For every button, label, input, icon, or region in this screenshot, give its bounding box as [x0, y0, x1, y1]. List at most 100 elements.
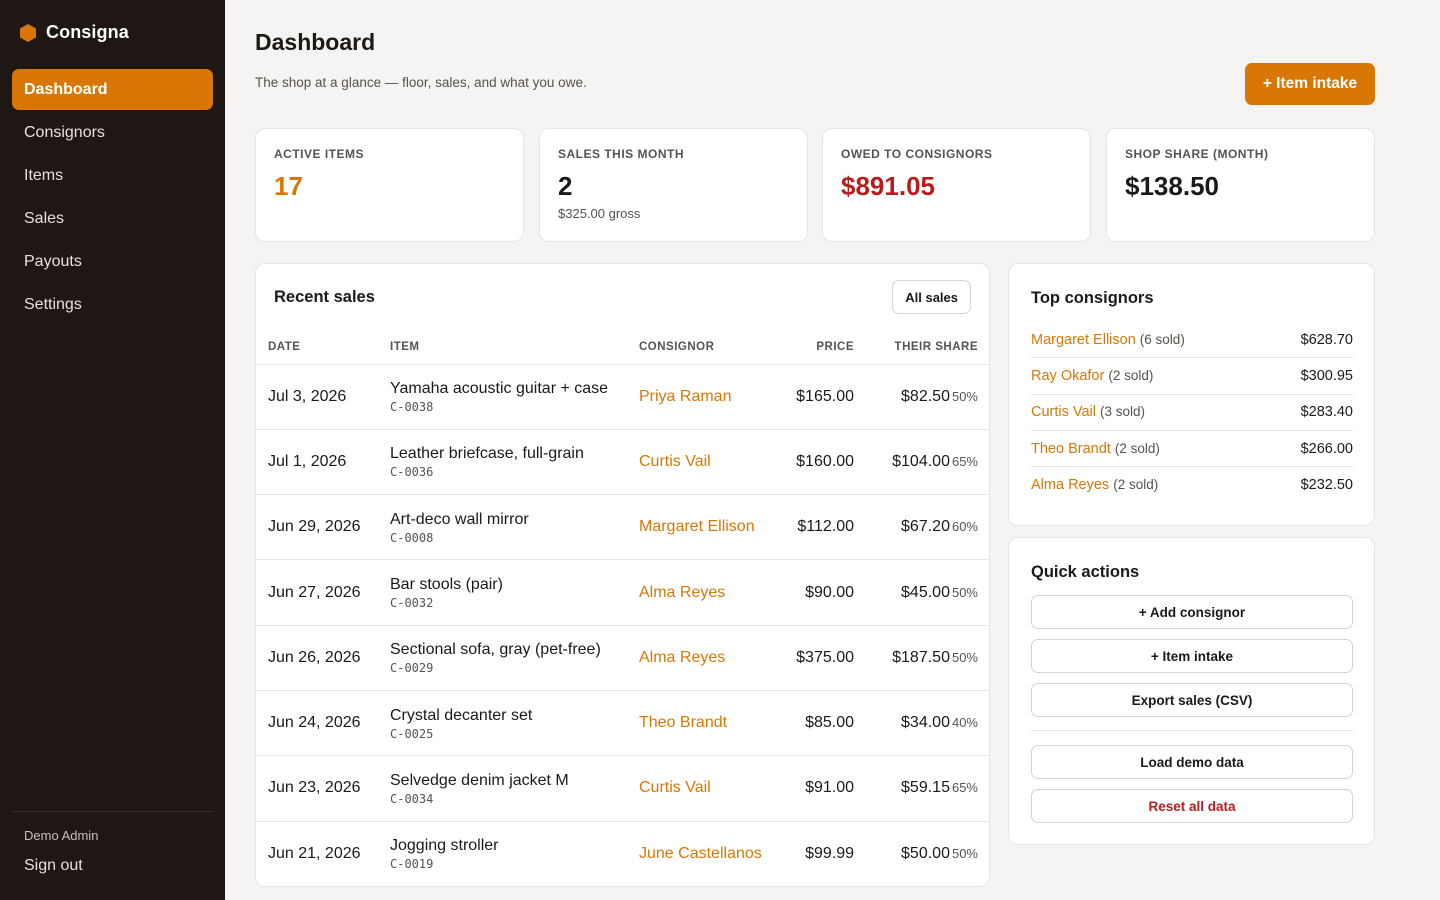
item-sku: C-0036: [390, 465, 434, 480]
sale-item-cell: Yamaha acoustic guitar + case C-0038: [390, 364, 639, 430]
column-header-consignor: Consignor: [639, 330, 772, 365]
export-sales-csv-button[interactable]: Export sales (CSV): [1031, 683, 1353, 717]
table-header-row: Date Item Consignor Price Their share: [256, 330, 989, 365]
sale-price: $90.00: [772, 559, 854, 626]
sidebar: Consigna Dashboard Consignors Items Sale…: [0, 0, 225, 900]
column-header-price: Price: [772, 330, 854, 365]
share-amount: $67.20: [901, 518, 950, 536]
sidebar-item-consignors[interactable]: Consignors: [24, 123, 105, 141]
item-intake-button[interactable]: + Item intake: [1245, 63, 1375, 105]
top-consignor-name[interactable]: Ray Okafor: [1031, 367, 1105, 384]
sale-price: $160.00: [772, 429, 854, 496]
top-consignor-name[interactable]: Alma Reyes: [1031, 477, 1110, 494]
item-name: Sectional sofa, gray (pet-free): [390, 641, 601, 659]
sidebar-nav: Dashboard Consignors Items Sales Payouts…: [12, 69, 213, 327]
item-name: Yamaha acoustic guitar + case: [390, 380, 609, 398]
table-row[interactable]: Jun 29, 2026 Art-deco wall mirror C-0008 Ma…: [256, 494, 989, 561]
recent-sales-panel: Recent sales All sales Date Item Consign…: [255, 263, 990, 887]
top-consignor-name[interactable]: Margaret Ellison: [1031, 331, 1136, 348]
share-percent: 50%: [951, 649, 978, 665]
top-consignor-label: Ray Okafor (2 sold): [1031, 368, 1153, 384]
sale-consignor-cell: Curtis Vail: [639, 755, 772, 822]
share-percent: 60%: [951, 519, 978, 535]
table-row[interactable]: Jul 1, 2026 Leather briefcase, full-grain…: [256, 429, 989, 496]
sale-date: Jun 24, 2026: [256, 690, 390, 757]
add-consignor-button[interactable]: + Add consignor: [1031, 595, 1353, 629]
table-row[interactable]: Jun 27, 2026 Bar stools (pair) C-0032 Alma …: [256, 559, 989, 626]
top-consignor-amount: $283.40: [1300, 404, 1353, 421]
share-percent: 50%: [951, 845, 978, 861]
sale-share-cell: $34.00 40%: [854, 690, 989, 757]
sale-share-cell: $45.00 50%: [854, 559, 989, 626]
top-consignor-name[interactable]: Curtis Vail: [1031, 404, 1096, 421]
stat-card-shop-share: Shop share (month) $138.50: [1106, 128, 1375, 242]
share-amount: $82.50: [901, 387, 950, 405]
top-consignor-count: (2 sold): [1108, 367, 1154, 383]
table-row[interactable]: Jun 24, 2026 Crystal decanter set C-0025 Th…: [256, 690, 989, 757]
table-row[interactable]: Jun 26, 2026 Sectional sofa, gray (pet-fr…: [256, 625, 989, 691]
sale-item-cell: Sectional sofa, gray (pet-free) C-0029: [390, 625, 639, 691]
table-row[interactable]: Jul 3, 2026 Yamaha acoustic guitar + case…: [256, 364, 989, 430]
consignor-link[interactable]: Priya Raman: [639, 387, 732, 405]
consignor-link[interactable]: Alma Reyes: [639, 583, 726, 601]
quick-actions-panel: Quick actions + Add consignor + Item int…: [1008, 537, 1375, 845]
sale-price: $99.99: [805, 844, 854, 862]
sale-date: Jun 27, 2026: [256, 559, 390, 626]
table-row[interactable]: Jun 21, 2026 Jogging stroller C-0019 June C…: [256, 821, 989, 886]
stat-note: $325.00 gross: [558, 206, 641, 221]
sale-date: Jun 23, 2026: [256, 755, 390, 822]
sale-consignor-cell: Margaret Ellison: [639, 494, 772, 561]
sidebar-item-dashboard[interactable]: Dashboard: [12, 69, 213, 110]
item-sku: C-0025: [390, 726, 434, 741]
stat-value: 17: [274, 171, 303, 201]
sale-item-cell: Leather briefcase, full-grain C-0036: [390, 429, 639, 496]
sale-consignor-cell: Alma Reyes: [639, 559, 772, 626]
all-sales-button[interactable]: All sales: [892, 280, 971, 314]
table-row[interactable]: Jun 23, 2026 Selvedge denim jacket M C-003…: [256, 755, 989, 822]
sale-item-cell: Jogging stroller C-0019: [390, 821, 639, 886]
page-subtitle: The shop at a glance — floor, sales, and…: [255, 75, 587, 90]
consignor-link[interactable]: Theo Brandt: [639, 714, 728, 732]
quick-item-intake-button[interactable]: + Item intake: [1031, 639, 1353, 673]
sale-consignor-cell: Curtis Vail: [639, 429, 772, 496]
consignor-link[interactable]: June Castellanos: [639, 844, 762, 862]
sale-price: $91.00: [772, 755, 854, 822]
sidebar-item-items[interactable]: Items: [24, 166, 64, 184]
item-name: Selvedge denim jacket M: [390, 771, 569, 789]
item-name: Art-deco wall mirror: [390, 510, 529, 528]
top-consignor-name[interactable]: Theo Brandt: [1031, 440, 1111, 457]
sidebar-item-settings[interactable]: Settings: [24, 295, 82, 313]
sale-share-cell: $50.00 50%: [854, 821, 989, 886]
sale-share-cell: $104.00 65%: [854, 429, 989, 496]
stat-value: 2: [558, 171, 573, 201]
sale-price: $85.00: [772, 690, 854, 757]
sale-date: Jun 26, 2026: [256, 625, 390, 691]
consignor-link[interactable]: Alma Reyes: [639, 648, 726, 666]
top-consignor-count: (3 sold): [1100, 404, 1146, 420]
load-demo-data-button[interactable]: Load demo data: [1031, 745, 1353, 779]
current-user: Demo Admin: [24, 828, 99, 843]
share-amount: $104.00: [892, 452, 950, 470]
top-consignor-count: (2 sold): [1114, 440, 1160, 456]
sale-item-cell: Art-deco wall mirror C-0008: [390, 494, 639, 561]
app-name: Consigna: [46, 22, 129, 42]
consignor-link[interactable]: Curtis Vail: [639, 452, 711, 470]
quick-actions-title: Quick actions: [1031, 563, 1140, 581]
sign-out-link[interactable]: Sign out: [24, 857, 83, 874]
share-percent: 40%: [951, 715, 978, 731]
sale-date: Jul 1, 2026: [256, 429, 390, 496]
sale-price: $165.00: [772, 364, 854, 430]
stat-value: $138.50: [1125, 171, 1219, 201]
sidebar-item-sales[interactable]: Sales: [24, 209, 65, 227]
consignor-link[interactable]: Curtis Vail: [639, 779, 711, 797]
sale-consignor-cell: Priya Raman: [639, 364, 772, 430]
top-consignor-amount: $266.00: [1300, 440, 1353, 457]
top-consignors-panel: Top consignors Margaret Ellison (6 sold)…: [1008, 263, 1375, 526]
brand[interactable]: Consigna: [18, 22, 129, 43]
share-amount: $50.00: [901, 844, 950, 862]
top-consignor-label: Curtis Vail (3 sold): [1031, 404, 1145, 420]
reset-all-data-button[interactable]: Reset all data: [1031, 789, 1353, 823]
sidebar-item-payouts[interactable]: Payouts: [24, 252, 82, 270]
consignor-link[interactable]: Margaret Ellison: [639, 518, 755, 536]
sale-share-cell: $82.50 50%: [854, 364, 989, 430]
